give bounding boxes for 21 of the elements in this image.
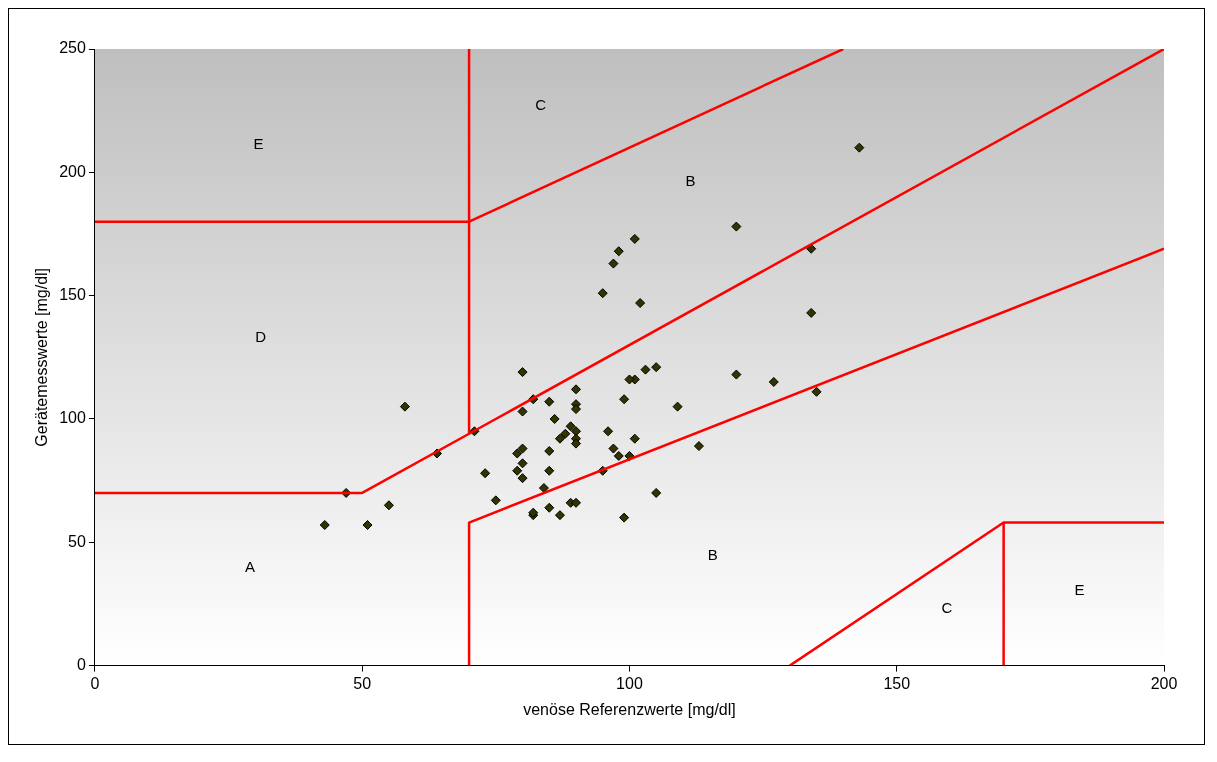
y-axis-title: Gerätemesswerte [mg/dl]: [33, 267, 51, 447]
annotation: A: [244, 558, 255, 576]
annotation: B: [707, 545, 718, 563]
x-tick-label: 50: [353, 674, 372, 692]
x-tick-label: 100: [616, 674, 643, 692]
y-tick-label: 100: [59, 409, 86, 427]
annotation: B: [685, 171, 696, 189]
y-tick-label: 150: [59, 286, 86, 304]
y-tick-label: 0: [76, 656, 86, 674]
annotation: D: [255, 327, 267, 345]
x-tick-label: 200: [1150, 674, 1178, 692]
annotation: E: [1074, 580, 1085, 598]
annotation: E: [253, 135, 264, 153]
annotation: C: [535, 96, 547, 114]
x-tick-label: 150: [883, 674, 911, 692]
y-tick-label: 50: [68, 532, 86, 550]
x-tick-label: 0: [90, 674, 100, 692]
y-tick-label: 200: [59, 162, 86, 180]
annotation: C: [941, 599, 953, 617]
y-tick-label: 250: [59, 39, 86, 57]
x-axis-title: venöse Referenzwerte [mg/dl]: [523, 700, 736, 718]
